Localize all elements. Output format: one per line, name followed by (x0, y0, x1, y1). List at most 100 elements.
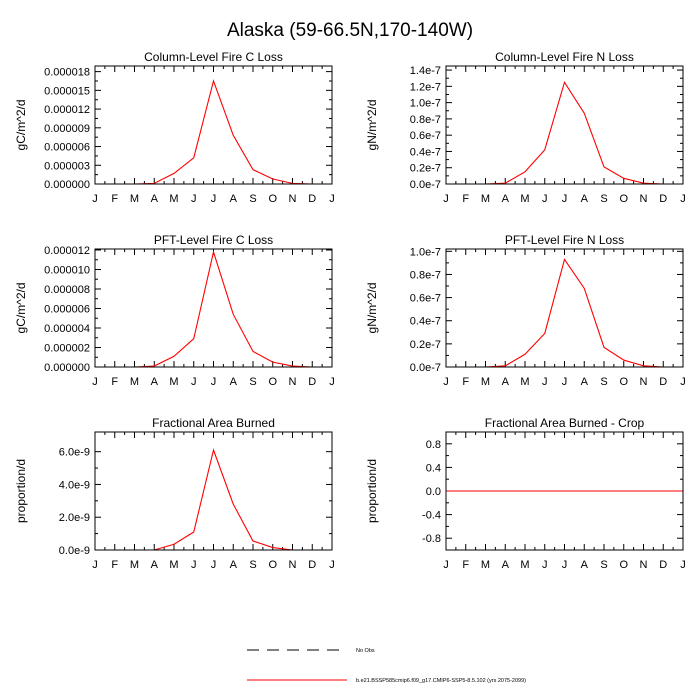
x-tick-label: N (289, 376, 297, 388)
y-tick-label: 0.000000 (44, 179, 90, 191)
series-line-model (95, 79, 332, 185)
y-axis-label: gN/m^2/d (365, 283, 379, 334)
chart-title: Fractional Area Burned (152, 416, 275, 430)
x-tick-label: J (680, 559, 686, 571)
y-tick-label: 0.4e-7 (410, 146, 441, 158)
y-tick-label: 0.000006 (44, 303, 90, 315)
chart-panel-6: Fractional Area Burned - Crop proportion/… (365, 416, 686, 571)
y-tick-label: 0.6e-7 (410, 130, 441, 142)
x-tick-label: M (169, 376, 178, 388)
x-tick-label: A (581, 376, 589, 388)
x-tick-label: J (191, 376, 197, 388)
y-tick-label: 0.8 (426, 439, 441, 451)
x-tick-label: A (502, 193, 510, 205)
y-tick-label: 0.4 (426, 462, 441, 474)
x-tick-label: S (249, 559, 256, 571)
x-tick-label: A (502, 376, 510, 388)
y-tick-label: -0.8 (422, 533, 441, 545)
chart-title: PFT-Level Fire C Loss (154, 233, 273, 247)
x-tick-label: O (268, 376, 277, 388)
series-line-model (446, 80, 683, 185)
x-tick-label: J (329, 193, 335, 205)
x-tick-label: S (600, 193, 607, 205)
y-axis-label: gC/m^2/d (14, 283, 28, 334)
y-tick-label: 0.000018 (44, 67, 90, 79)
plot-frame (445, 65, 684, 185)
x-tick-label: M (481, 193, 490, 205)
plot-frame (94, 248, 333, 368)
y-tick-label: 1.4e-7 (410, 65, 441, 77)
x-tick-label: F (462, 559, 469, 571)
x-tick-label: J (92, 559, 98, 571)
chart-title: PFT-Level Fire N Loss (505, 233, 624, 247)
chart-title: Column-Level Fire C Loss (144, 50, 283, 64)
y-tick-label: 1.2e-7 (410, 81, 441, 93)
y-tick-label: 0.000015 (44, 85, 90, 97)
y-tick-label: 1.0e-7 (410, 246, 441, 258)
x-tick-label: O (619, 559, 628, 571)
legend-model-label: b.e21.BSSP585cmip6.f09_g17.CMIP6-SSP5-8.… (356, 678, 526, 684)
x-tick-label: M (520, 559, 529, 571)
y-tick-label: 0.000003 (44, 160, 90, 172)
x-tick-label: D (659, 193, 667, 205)
x-tick-label: A (151, 559, 159, 571)
x-tick-label: J (562, 559, 568, 571)
y-tick-label: 0.000008 (44, 284, 90, 296)
x-tick-label: J (443, 559, 449, 571)
x-tick-label: D (308, 193, 316, 205)
y-tick-label: 0.000012 (44, 104, 90, 116)
x-tick-label: J (191, 559, 197, 571)
y-tick-label: 0.0e-7 (410, 362, 441, 374)
x-tick-label: J (211, 559, 217, 571)
legend: No Obs b.e21.BSSP585cmip6.f09_g17.CMIP6-… (247, 648, 526, 684)
x-tick-label: O (268, 559, 277, 571)
y-tick-label: 0.2e-7 (410, 163, 441, 175)
series-line-model (95, 448, 332, 551)
x-tick-label: M (169, 559, 178, 571)
x-tick-label: F (111, 376, 118, 388)
plot-frame (445, 431, 684, 551)
series-line-model (446, 258, 683, 368)
x-tick-label: J (443, 376, 449, 388)
x-tick-label: J (92, 193, 98, 205)
x-tick-label: M (130, 193, 139, 205)
x-tick-label: M (481, 559, 490, 571)
x-tick-label: F (111, 193, 118, 205)
x-tick-label: J (542, 376, 548, 388)
x-tick-label: A (230, 376, 238, 388)
x-tick-label: O (619, 376, 628, 388)
plot-frame (94, 65, 333, 185)
y-tick-label: 0.8e-7 (410, 114, 441, 126)
x-tick-label: J (680, 193, 686, 205)
x-tick-label: M (520, 376, 529, 388)
y-tick-label: 0.4e-7 (410, 316, 441, 328)
x-tick-label: M (169, 193, 178, 205)
y-tick-label: 2.0e-9 (59, 512, 90, 524)
x-tick-label: S (600, 559, 607, 571)
y-tick-label: 0.6e-7 (410, 293, 441, 305)
x-tick-label: O (619, 193, 628, 205)
chart-title: Column-Level Fire N Loss (495, 50, 634, 64)
y-tick-label: 0.0e-9 (59, 545, 90, 557)
x-tick-label: A (502, 559, 510, 571)
x-tick-label: D (659, 376, 667, 388)
x-tick-label: N (640, 559, 648, 571)
x-tick-label: J (562, 376, 568, 388)
y-tick-label: 0.0 (426, 486, 441, 498)
x-tick-label: J (562, 193, 568, 205)
y-tick-label: -0.4 (422, 510, 441, 522)
chart-title: Fractional Area Burned - Crop (485, 416, 645, 430)
x-tick-label: M (130, 376, 139, 388)
y-tick-label: 0.0e-7 (410, 179, 441, 191)
x-tick-label: A (581, 559, 589, 571)
x-tick-label: A (581, 193, 589, 205)
y-axis-label: proportion/d (14, 459, 28, 523)
x-tick-label: F (462, 193, 469, 205)
x-tick-label: D (659, 559, 667, 571)
x-tick-label: N (289, 559, 297, 571)
